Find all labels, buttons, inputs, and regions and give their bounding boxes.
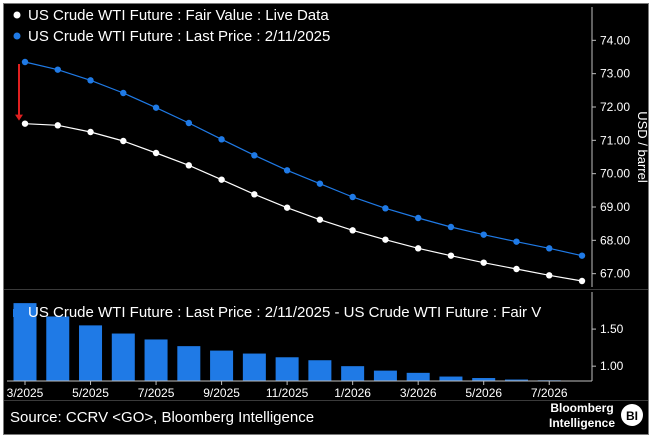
- bar: [79, 325, 103, 381]
- chart-frame: 67.00 68.00 69.00 70.00 71.00 72.00 73.00 74.00…: [3, 3, 649, 435]
- series-1-point: [120, 137, 127, 145]
- bar: [13, 303, 37, 381]
- series-1-point: [578, 277, 586, 285]
- bar: [308, 360, 332, 381]
- series-2-point: [218, 136, 225, 143]
- series-2-point: [152, 104, 160, 111]
- line-y-tick-label: 74.00: [600, 33, 630, 47]
- x-tick-label: 5/2026: [465, 386, 502, 400]
- logo-badge-text: BI: [626, 409, 638, 423]
- series-1-point: [251, 191, 258, 198]
- series-2-point: [283, 167, 291, 174]
- series-1-point: [349, 227, 356, 234]
- annotation-arrow-head: [15, 114, 23, 121]
- series-1-point: [316, 216, 324, 223]
- bar: [46, 316, 70, 381]
- bar: [275, 357, 299, 381]
- bar: [341, 366, 365, 381]
- series-2-point: [21, 58, 29, 66]
- series-2-point: [382, 205, 389, 212]
- bar-title: US Crude WTI Future : Last Price : 2/11/…: [28, 304, 541, 321]
- line-y-tick-label: 70.00: [600, 167, 630, 181]
- line-y-tick-label: 71.00: [600, 133, 630, 147]
- series-1-point: [480, 259, 487, 266]
- series-2-point: [447, 223, 455, 231]
- chart-svg: 67.00 68.00 69.00 70.00 71.00 72.00 73.00 74.00…: [4, 7, 648, 430]
- series-1-point: [218, 176, 225, 183]
- bar-plot-area: [7, 292, 592, 381]
- x-tick-label: 3/2025: [7, 386, 44, 400]
- bloomberg-intelligence-logo: Bloomberg Intelligence BI: [549, 401, 643, 430]
- series-line-2: [24, 61, 583, 257]
- series-1-point: [21, 120, 29, 127]
- line-chart: 67.00 68.00 69.00 70.00 71.00 72.00 73.00 74.00…: [7, 7, 648, 287]
- bar-chart: US Crude WTI Future : Last Price : 2/11/…: [4, 289, 648, 401]
- series-1-point: [382, 236, 389, 243]
- series-2-point: [120, 89, 127, 97]
- series-line-1: [24, 123, 583, 282]
- bar: [177, 346, 201, 381]
- series-1-point: [185, 162, 193, 169]
- bar: [472, 378, 496, 381]
- x-tick-label: 7/2026: [531, 386, 568, 400]
- bar-y-tick-label: 1.00: [600, 359, 624, 373]
- line-y-tick-label: 68.00: [600, 233, 630, 247]
- bar: [210, 350, 234, 381]
- series-1-point: [283, 204, 291, 211]
- line-y-axis-title: USD / barrel: [635, 111, 648, 183]
- x-tick-label: 7/2025: [138, 386, 175, 400]
- bar: [111, 333, 135, 381]
- series-1-point: [513, 265, 520, 273]
- series-2-point: [316, 180, 324, 187]
- series-2-point: [480, 231, 487, 238]
- series-2-point: [513, 238, 520, 245]
- series-2-point: [87, 77, 94, 84]
- legend-marker-1: [13, 11, 21, 19]
- bar-y-tick-label: 1.50: [600, 322, 624, 336]
- bar: [144, 339, 168, 381]
- line-plot-area: [7, 7, 592, 287]
- series-1-point: [152, 149, 160, 157]
- series-1-point: [414, 245, 422, 252]
- series-2-point: [185, 119, 193, 127]
- line-y-tick-label: 67.00: [600, 267, 630, 281]
- series-2-point: [349, 193, 356, 201]
- source-note: Source: CCRV <GO>, Bloomberg Intelligenc…: [10, 409, 314, 426]
- bar: [373, 370, 397, 381]
- logo-badge-icon: [621, 404, 643, 426]
- series-2-point: [54, 66, 61, 73]
- series-1-point: [87, 128, 94, 136]
- line-y-tick-label: 73.00: [600, 67, 630, 81]
- bar: [242, 353, 266, 381]
- series-1-point: [54, 122, 61, 129]
- x-tick-label: 9/2025: [203, 386, 240, 400]
- x-tick-label: 5/2025: [72, 386, 109, 400]
- x-tick-label: 11/2025: [266, 386, 309, 400]
- series-2-point: [414, 214, 422, 222]
- series-1-point: [546, 272, 553, 279]
- bar-legend-marker: [13, 309, 21, 317]
- logo-line-2: Intelligence: [549, 416, 615, 430]
- logo-line-1: Bloomberg: [550, 401, 613, 415]
- x-tick-label: 3/2026: [400, 386, 437, 400]
- line-y-tick-label: 69.00: [600, 200, 630, 214]
- line-y-tick-label: 72.00: [600, 100, 630, 114]
- legend-label-1: US Crude WTI Future : Fair Value : Live …: [28, 7, 329, 24]
- series-1-point: [447, 252, 455, 259]
- bar: [406, 372, 430, 381]
- series-2-point: [251, 152, 258, 159]
- x-tick-label: 1/2026: [334, 386, 371, 400]
- bar: [439, 376, 463, 381]
- legend-marker-2: [13, 32, 21, 40]
- series-2-point: [546, 245, 553, 252]
- series-2-point: [578, 252, 586, 259]
- legend-label-2: US Crude WTI Future : Last Price : 2/11/…: [28, 28, 330, 45]
- bar: [504, 379, 528, 381]
